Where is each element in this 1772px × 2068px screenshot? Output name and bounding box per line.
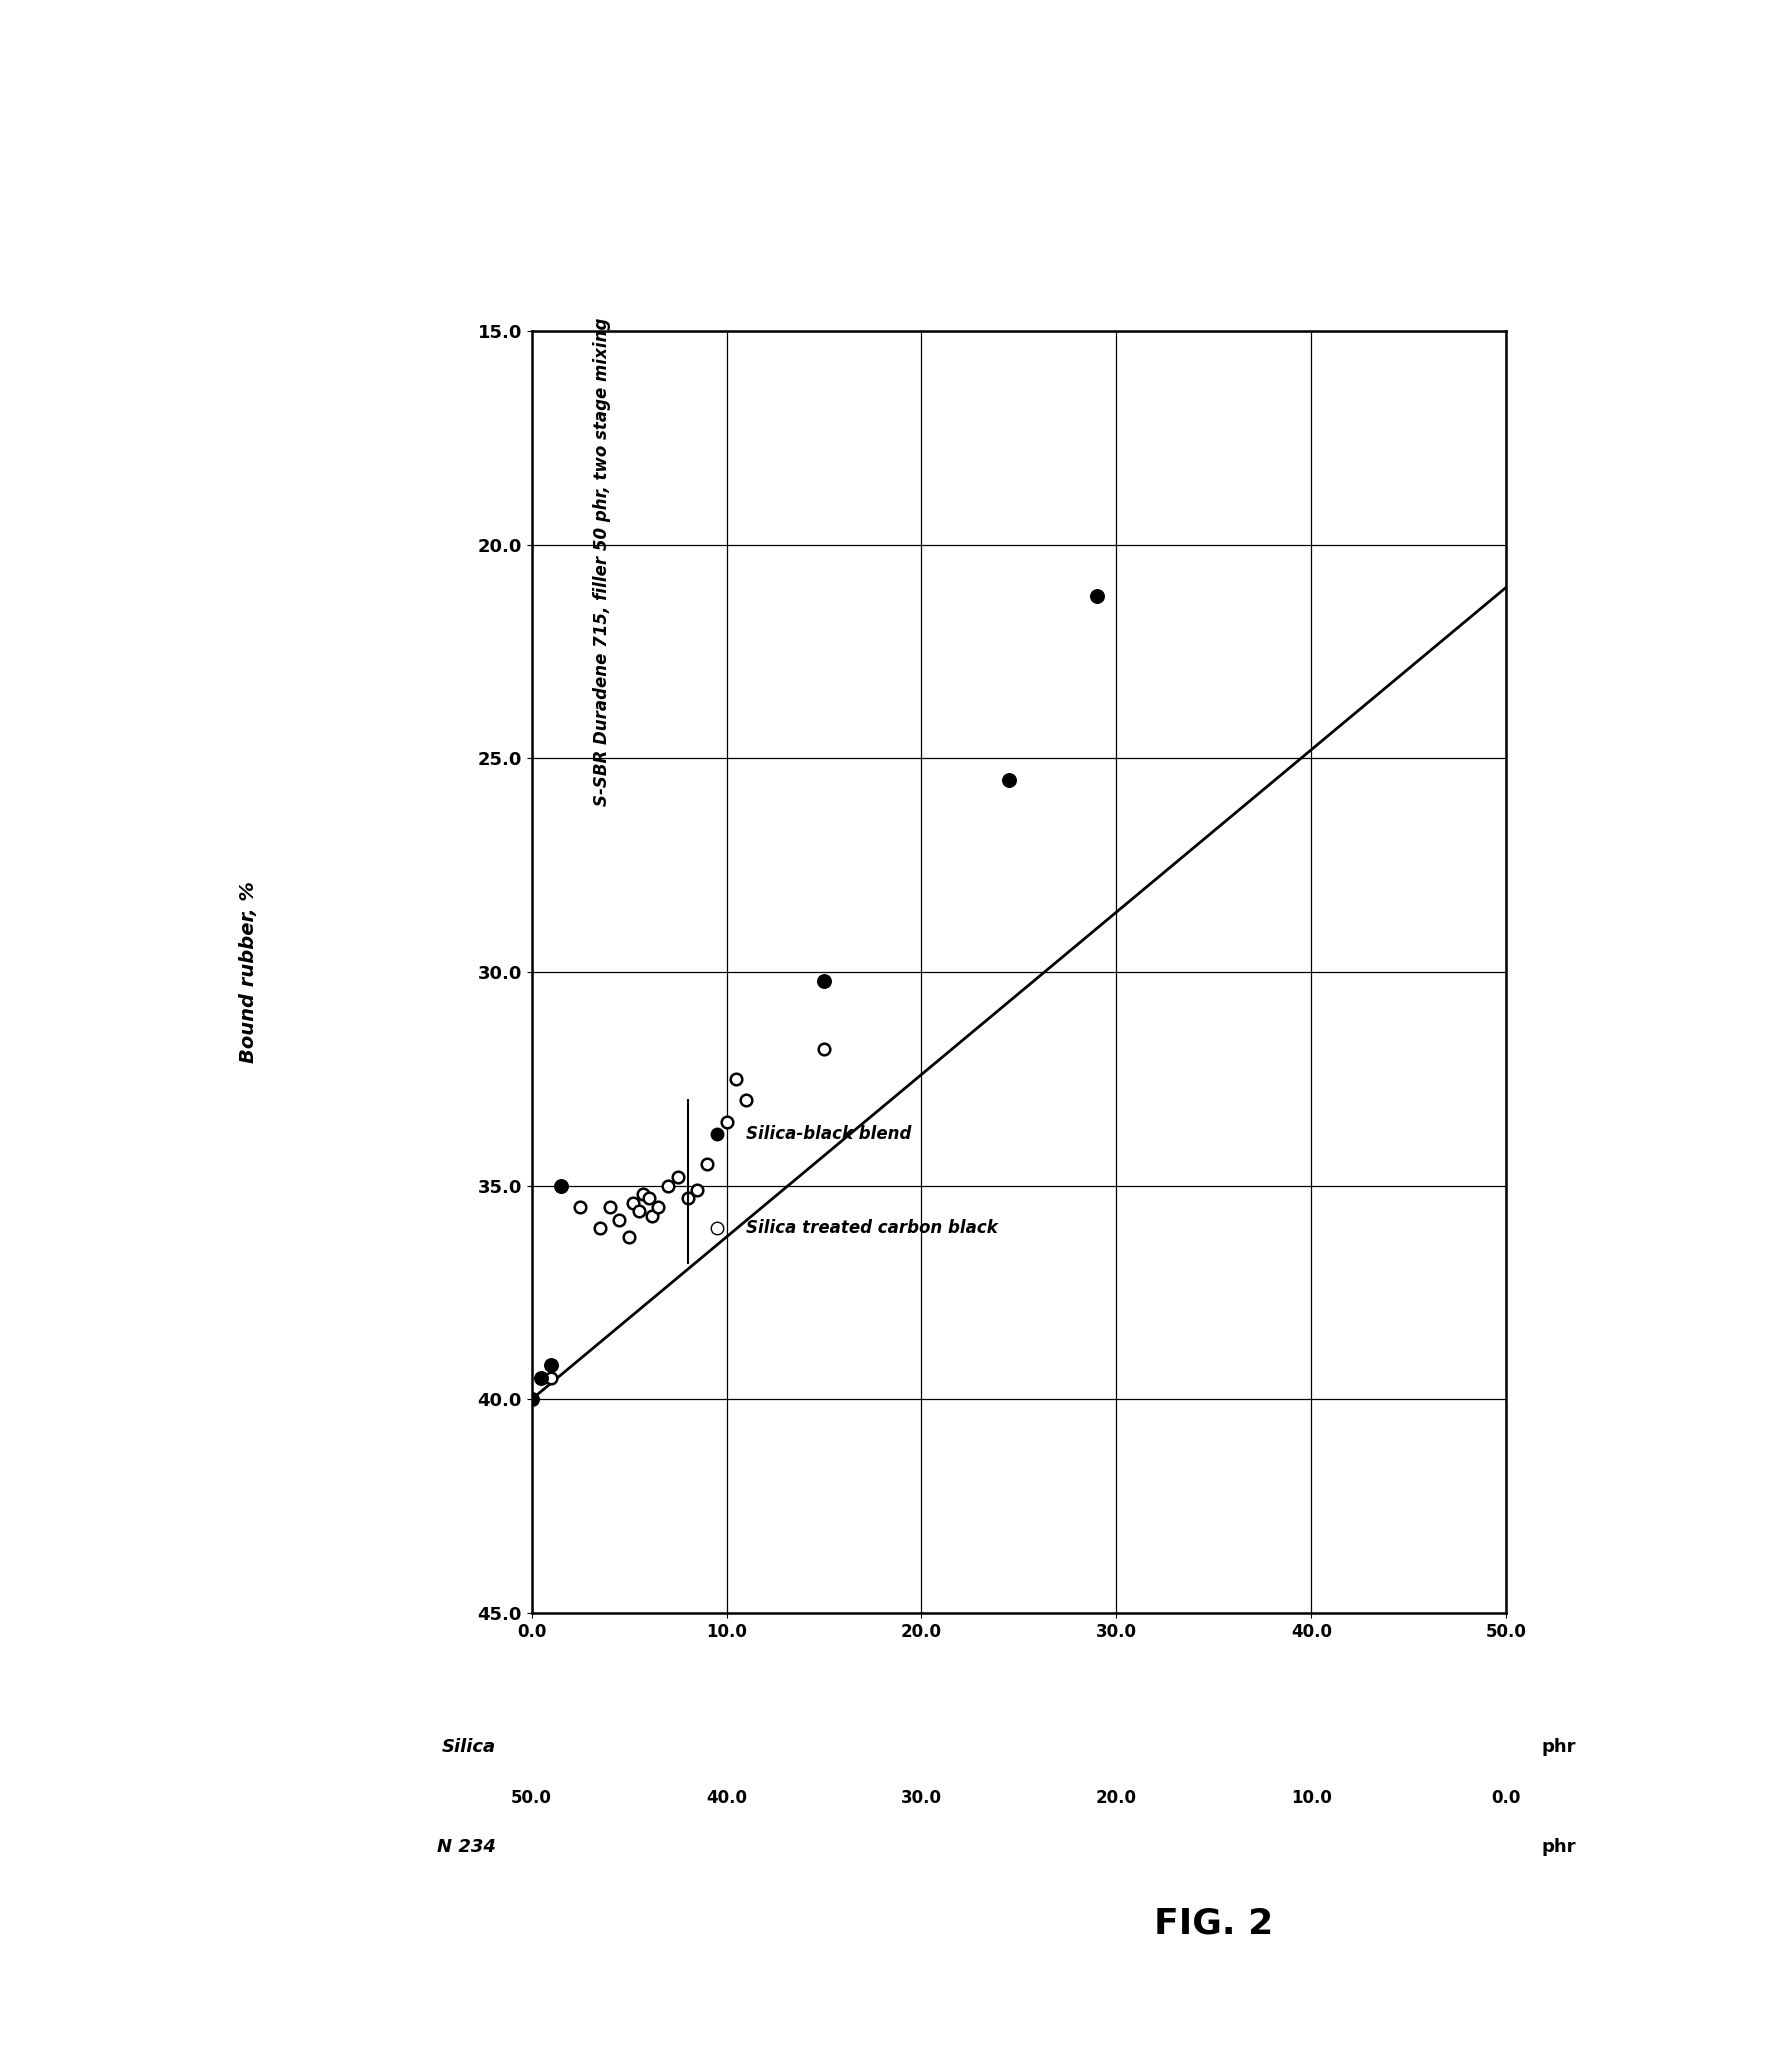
Text: Silica-black blend: Silica-black blend bbox=[746, 1125, 911, 1144]
Text: Silica treated carbon black: Silica treated carbon black bbox=[746, 1220, 998, 1237]
Point bbox=[624, 1195, 652, 1228]
Text: Bound rubber, %: Bound rubber, % bbox=[239, 881, 257, 1063]
Point bbox=[645, 1191, 673, 1224]
Text: Silica: Silica bbox=[441, 1739, 496, 1756]
Point bbox=[604, 1204, 634, 1237]
Point bbox=[810, 1032, 838, 1065]
Point bbox=[684, 1173, 712, 1206]
Point bbox=[654, 1168, 682, 1202]
Text: FIG. 2: FIG. 2 bbox=[1154, 1907, 1274, 1940]
Point bbox=[673, 1183, 702, 1216]
Point bbox=[629, 1177, 657, 1210]
Text: phr: phr bbox=[1542, 1838, 1575, 1855]
Point bbox=[546, 1168, 574, 1202]
Point bbox=[994, 763, 1022, 796]
Point bbox=[638, 1199, 666, 1233]
Point bbox=[634, 1183, 663, 1216]
Point bbox=[721, 1063, 750, 1096]
Point bbox=[615, 1220, 643, 1253]
Point bbox=[567, 1191, 595, 1224]
Point bbox=[537, 1361, 565, 1394]
Point bbox=[693, 1148, 721, 1181]
Point bbox=[810, 964, 838, 997]
Text: phr: phr bbox=[1542, 1739, 1575, 1756]
Point bbox=[712, 1104, 741, 1137]
Text: N 234: N 234 bbox=[438, 1838, 496, 1855]
Text: S-SBR Duradene 715, filler 50 phr, two stage mixing: S-SBR Duradene 715, filler 50 phr, two s… bbox=[594, 318, 611, 807]
Point bbox=[618, 1187, 647, 1220]
Point bbox=[663, 1160, 691, 1193]
Point bbox=[517, 1383, 546, 1417]
Point bbox=[537, 1348, 565, 1381]
Point bbox=[585, 1212, 613, 1245]
Point bbox=[732, 1084, 760, 1117]
Point bbox=[595, 1191, 624, 1224]
Point bbox=[528, 1361, 556, 1394]
Point bbox=[1083, 579, 1111, 612]
